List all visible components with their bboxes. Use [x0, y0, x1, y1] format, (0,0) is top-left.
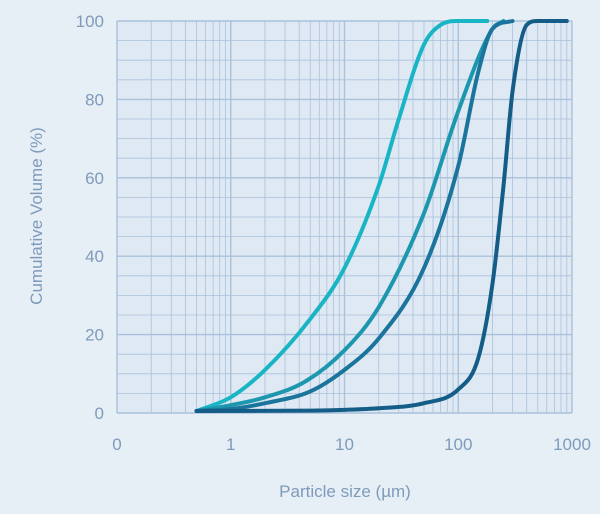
- series-line-3: [194, 19, 515, 414]
- x-tick-label: 0: [112, 435, 121, 454]
- x-axis-title: Particle size (µm): [279, 482, 411, 501]
- y-tick-label: 40: [85, 247, 104, 266]
- x-tick-label: 1000: [553, 435, 591, 454]
- y-tick-label: 100: [76, 12, 104, 31]
- series-line-4: [194, 19, 569, 414]
- y-axis-title: Cumulative Volume (%): [27, 127, 46, 305]
- x-tick-label: 10: [335, 435, 354, 454]
- series-line-2: [194, 19, 506, 414]
- x-tick-label: 100: [444, 435, 472, 454]
- x-tick-label: 1: [226, 435, 235, 454]
- series-line-1: [194, 19, 490, 414]
- y-tick-label: 0: [95, 404, 104, 423]
- y-tick-label: 80: [85, 90, 104, 109]
- y-tick-label: 20: [85, 326, 104, 345]
- y-tick-label: 60: [85, 169, 104, 188]
